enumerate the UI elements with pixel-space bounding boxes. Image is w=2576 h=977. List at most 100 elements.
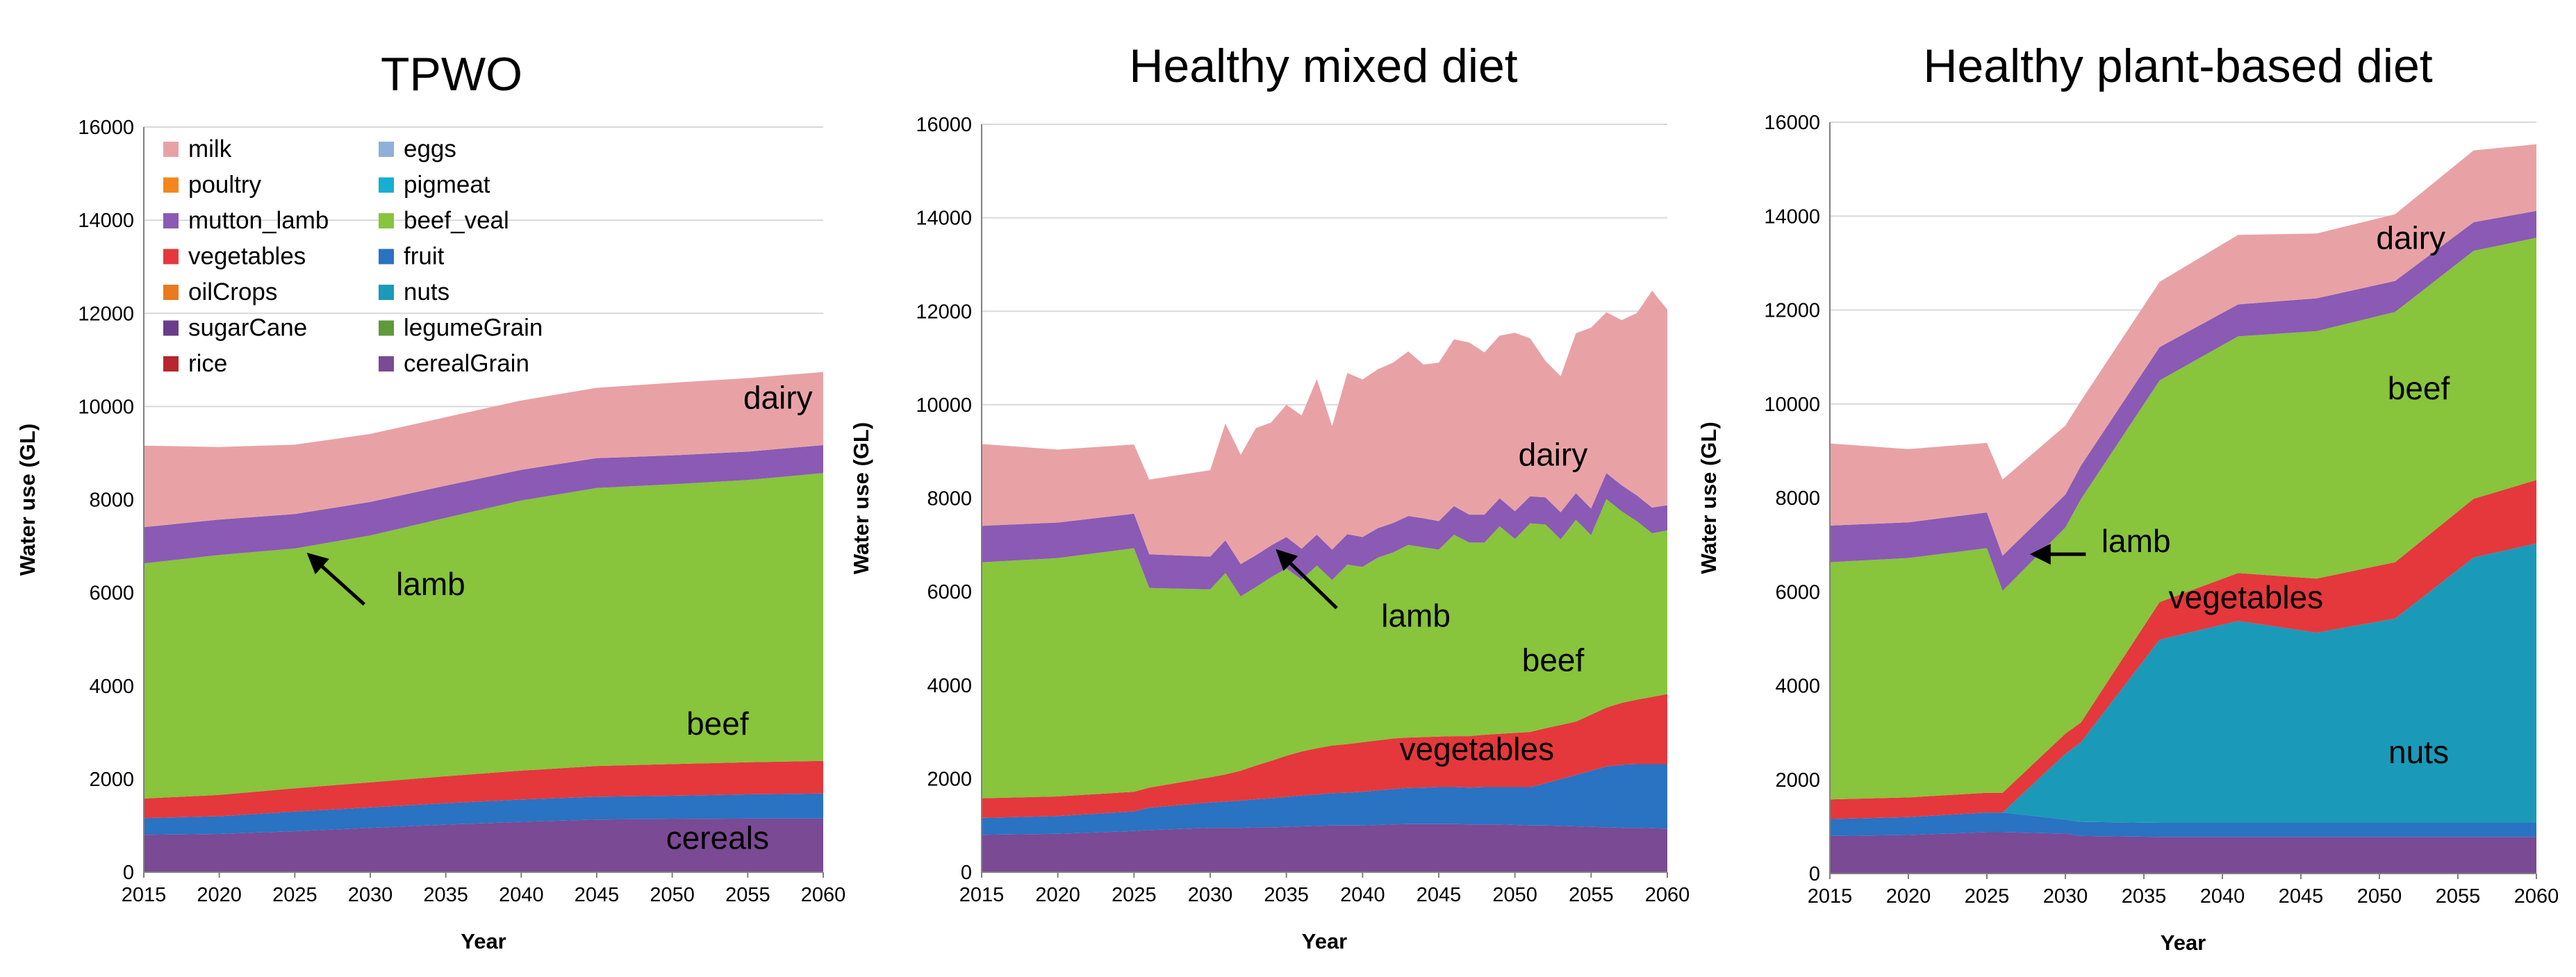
y-tick-label: 6000 bbox=[1775, 581, 1820, 603]
x-tick-label: 2060 bbox=[801, 884, 846, 906]
legend-swatch-eggs bbox=[379, 142, 394, 157]
y-tick-label: 10000 bbox=[916, 394, 972, 417]
y-tick-label: 12000 bbox=[78, 303, 134, 325]
legend-label-mutton-lamb: mutton_lamb bbox=[188, 207, 329, 234]
y-tick-label: 0 bbox=[123, 862, 134, 884]
y-tick-label: 4000 bbox=[927, 675, 972, 697]
x-tick-label: 2020 bbox=[1886, 885, 1931, 908]
x-tick-label: 2025 bbox=[1112, 884, 1157, 906]
x-tick-label: 2040 bbox=[499, 884, 544, 906]
area-milk bbox=[1830, 144, 2536, 556]
area-cerealGrain bbox=[144, 818, 823, 872]
legend-swatch-poultry bbox=[163, 177, 179, 193]
area-cerealGrain bbox=[1830, 832, 2536, 874]
y-tick-label: 16000 bbox=[78, 117, 134, 139]
x-tick-label: 2050 bbox=[2357, 885, 2402, 908]
chart-panel-3: 0 2000 4000 6000 8000 10000 12000 14000 16000 201… bbox=[1696, 40, 2559, 955]
annotation-dairy: dairy bbox=[1519, 436, 1588, 472]
x-tick-label: 2025 bbox=[1965, 885, 2010, 908]
legend: milk poultry mutton_lamb vegetables oilCrops… bbox=[163, 135, 543, 377]
y-tick-label: 6000 bbox=[89, 583, 134, 605]
annotation-dairy: dairy bbox=[743, 380, 813, 416]
x-axis-label: Year bbox=[1302, 929, 1348, 953]
x-tick-label: 2050 bbox=[1492, 884, 1537, 906]
legend-swatch-pigmeat bbox=[379, 177, 394, 193]
y-tick-label: 16000 bbox=[1764, 112, 1820, 134]
x-tick-label: 2060 bbox=[1645, 884, 1690, 906]
y-tick-label: 14000 bbox=[916, 208, 972, 230]
y-tick-label: 16000 bbox=[916, 114, 972, 136]
panel-title: TPWO bbox=[381, 48, 522, 101]
x-tick-label: 2020 bbox=[197, 884, 242, 906]
legend-label-poultry: poultry bbox=[188, 172, 262, 199]
legend-swatch-nuts bbox=[379, 285, 394, 300]
annotation-dairy: dairy bbox=[2376, 220, 2445, 256]
x-tick-label: 2045 bbox=[1417, 884, 1462, 906]
x-tick-label: 2055 bbox=[2436, 885, 2481, 908]
legend-swatch-rice bbox=[163, 356, 179, 371]
legend-swatch-milk bbox=[163, 142, 179, 157]
y-axis-label: Water use (GL) bbox=[1696, 421, 1721, 574]
annotation-cereals: cereals bbox=[666, 819, 769, 855]
annotation-vegetables: vegetables bbox=[1400, 730, 1555, 767]
legend-label-milk: milk bbox=[188, 135, 232, 162]
x-tick-label: 2035 bbox=[1264, 884, 1309, 906]
area-beef-veal bbox=[1830, 237, 2536, 800]
y-tick-label: 2000 bbox=[1775, 769, 1820, 792]
annotation-lamb: lamb bbox=[2102, 523, 2171, 559]
annotation-arrow bbox=[306, 552, 365, 606]
area-vegetables bbox=[144, 760, 823, 819]
legend-label-beef-veal: beef_veal bbox=[404, 207, 509, 234]
area-vegetables bbox=[982, 694, 1667, 818]
y-tick-label: 12000 bbox=[916, 301, 972, 323]
area-milk bbox=[982, 290, 1667, 565]
x-axis-label: Year bbox=[2161, 930, 2206, 955]
legend-swatch-fruit bbox=[379, 249, 394, 265]
y-tick-label: 0 bbox=[961, 862, 972, 884]
legend-label-vegetables: vegetables bbox=[188, 243, 306, 270]
x-tick-label: 2020 bbox=[1035, 884, 1080, 906]
x-axis-label: Year bbox=[461, 929, 506, 953]
legend-label-sugarCane: sugarCane bbox=[188, 315, 307, 342]
area-cerealGrain bbox=[982, 824, 1667, 872]
area-mutton-lamb bbox=[1830, 210, 2536, 591]
legend-swatch-oilCrops bbox=[163, 285, 179, 300]
x-tick-label: 2055 bbox=[725, 884, 770, 906]
area-beef-veal bbox=[982, 499, 1667, 799]
area-mutton-lamb bbox=[144, 445, 823, 564]
area-fruit bbox=[1830, 812, 2536, 837]
annotation-beef: beef bbox=[686, 705, 749, 742]
y-tick-label: 4000 bbox=[1775, 676, 1820, 698]
legend-swatch-beef-veal bbox=[379, 213, 394, 228]
y-tick-label: 6000 bbox=[927, 581, 972, 603]
annotation-beef: beef bbox=[1522, 642, 1585, 678]
x-tick-label: 2050 bbox=[650, 884, 695, 906]
legend-swatch-sugarCane bbox=[163, 320, 179, 336]
y-tick-label: 2000 bbox=[927, 768, 972, 790]
legend-swatch-cerealGrain bbox=[379, 356, 394, 371]
annotation-vegetables: vegetables bbox=[2169, 579, 2324, 615]
legend-swatch-legumeGrain bbox=[379, 320, 394, 336]
annotation-nuts: nuts bbox=[2388, 734, 2449, 770]
legend-label-legumeGrain: legumeGrain bbox=[404, 315, 543, 342]
legend-label-pigmeat: pigmeat bbox=[404, 172, 490, 199]
x-tick-label: 2030 bbox=[2043, 885, 2088, 908]
y-tick-label: 12000 bbox=[1764, 300, 1820, 322]
chart-panel-1: 0 2000 4000 6000 8000 10000 12000 14000 16000 201… bbox=[15, 48, 845, 953]
area-mutton-lamb bbox=[982, 473, 1667, 596]
x-tick-label: 2045 bbox=[575, 884, 620, 906]
y-axis-label: Water use (GL) bbox=[849, 422, 873, 574]
annotation-arrow bbox=[1275, 549, 1338, 610]
x-tick-label: 2035 bbox=[2122, 885, 2167, 908]
y-tick-label: 4000 bbox=[89, 676, 134, 698]
y-tick-label: 8000 bbox=[1775, 487, 1820, 510]
x-tick-label: 2040 bbox=[2200, 885, 2245, 908]
annotation-beef: beef bbox=[2388, 370, 2450, 406]
area-fruit bbox=[144, 793, 823, 835]
chart-panel-2: 0 2000 4000 6000 8000 10000 12000 14000 16000 201… bbox=[849, 40, 1690, 953]
y-tick-label: 14000 bbox=[78, 210, 134, 232]
x-tick-label: 2055 bbox=[1569, 884, 1614, 906]
panel-title: Healthy plant-based diet bbox=[1923, 40, 2432, 92]
y-tick-label: 0 bbox=[1809, 863, 1820, 885]
